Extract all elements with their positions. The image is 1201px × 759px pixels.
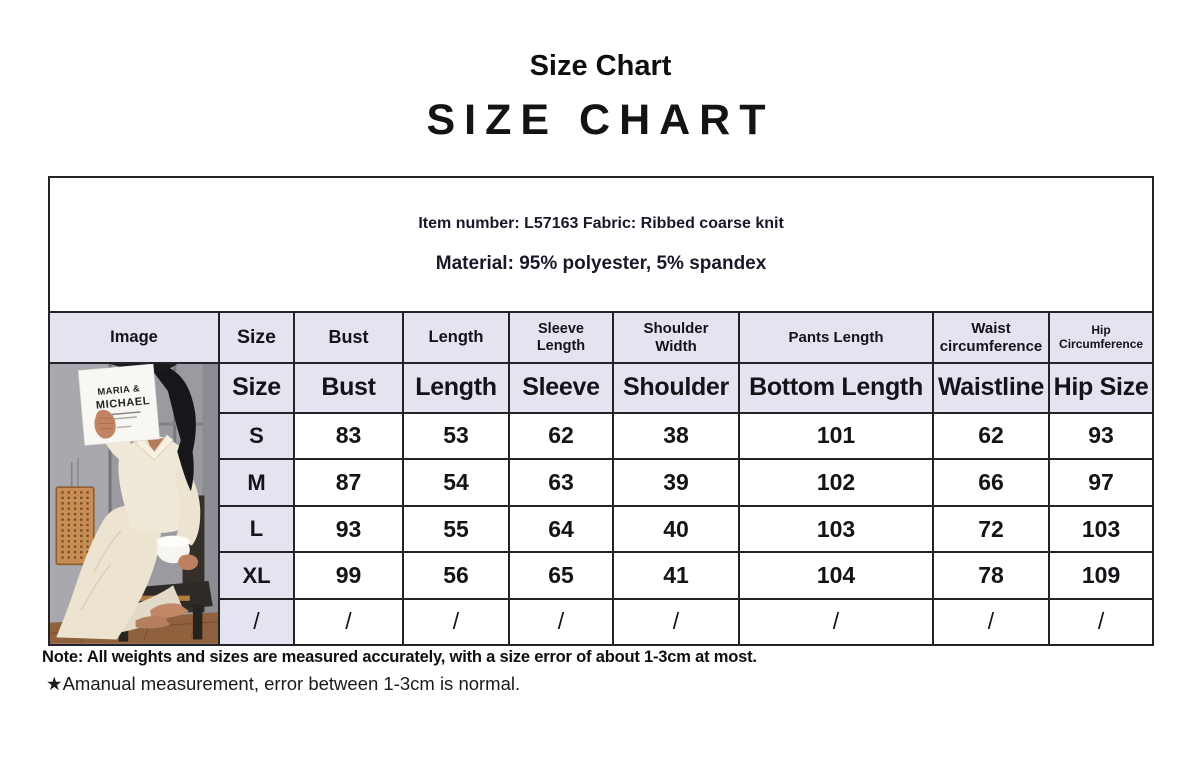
value-cell: 93 (1047, 411, 1155, 461)
header-hip-circumference: Hip Circumference (1047, 311, 1155, 364)
value-cell: 102 (738, 458, 934, 507)
size-chart-table: Item number: L57163 Fabric: Ribbed coars… (47, 176, 1155, 646)
header-bust: Bust (293, 311, 404, 364)
value-cell: 64 (508, 504, 614, 554)
value-cell: 53 (402, 411, 510, 461)
value-cell: 38 (612, 411, 740, 461)
header-row-1: Image Size Bust Length Sleeve Length Sho… (48, 311, 1155, 364)
page-title: Size Chart (529, 50, 672, 82)
subheader-size: Size (218, 362, 295, 414)
figure (56, 364, 201, 640)
hand (94, 409, 116, 439)
table-row-xl: XL 99 56 65 41 104 78 109 (49, 551, 1155, 601)
table-row-s: S 83 53 62 38 101 62 93 (49, 411, 1155, 461)
subheader-length: Length (402, 362, 510, 414)
size-cell: S (218, 411, 295, 461)
value-cell: 109 (1047, 551, 1155, 601)
header-size: Size (218, 311, 295, 364)
size-cell: XL (218, 551, 295, 601)
subheader-waistline: Waistline (932, 362, 1050, 414)
page-title-large: SIZE CHART (426, 96, 775, 144)
value-cell: 63 (508, 458, 614, 507)
feet (135, 603, 189, 629)
value-cell: 41 (612, 551, 740, 601)
table-row-m: M 87 54 63 39 102 66 97 (49, 458, 1155, 507)
model-photo: MARIA & MICHAEL (48, 362, 220, 646)
header-row-2: MARIA & MICHAEL Size Bust Length Sleeve (48, 362, 1155, 646)
value-cell: / (738, 598, 934, 646)
header-pants-length: Pants Length (738, 311, 934, 364)
note-line-1: Note: All weights and sizes are measured… (42, 648, 757, 666)
subheader-bust: Bust (293, 362, 404, 414)
value-cell: 65 (508, 551, 614, 601)
value-cell: 66 (932, 458, 1050, 507)
value-cell: 72 (932, 504, 1050, 554)
value-cell: 99 (293, 551, 404, 601)
value-cell: 39 (612, 458, 740, 507)
value-cell: 93 (293, 504, 404, 554)
value-cell: / (932, 598, 1050, 646)
value-cell: 55 (402, 504, 510, 554)
value-cell: / (612, 598, 740, 646)
value-cell: 103 (738, 504, 934, 554)
value-cell: 104 (738, 551, 934, 601)
value-cell: / (402, 598, 510, 646)
header-sleeve-length: Sleeve Length (508, 311, 614, 364)
item-number-line: Item number: L57163 Fabric: Ribbed coars… (418, 214, 784, 232)
subheader-hip-size: Hip Size (1047, 362, 1155, 414)
value-cell: 103 (1047, 504, 1155, 554)
model-photo-illustration: MARIA & MICHAEL (51, 364, 217, 643)
value-cell: / (293, 598, 404, 646)
header-length: Length (402, 311, 510, 364)
subheader-shoulder: Shoulder (612, 362, 740, 414)
paper-text-line1: MARIA & (97, 382, 140, 397)
table-row-l: L 93 55 64 40 103 72 103 (49, 504, 1155, 554)
value-cell: / (508, 598, 614, 646)
table-row-empty: / / / / / / / / (49, 598, 1155, 646)
value-cell: 97 (1047, 458, 1155, 507)
note-line-2: ★Amanual measurement, error between 1-3c… (46, 673, 521, 694)
value-cell: 62 (932, 411, 1050, 461)
value-cell: 54 (402, 458, 510, 507)
value-cell: 78 (932, 551, 1050, 601)
value-cell: 101 (738, 411, 934, 461)
paper-text-line2: MICHAEL (96, 395, 151, 412)
paper-sign: MARIA & MICHAEL (77, 364, 160, 446)
item-info-cell: Item number: L57163 Fabric: Ribbed coars… (47, 176, 1155, 313)
size-cell: M (218, 458, 295, 507)
header-waist-circumference: Waist circumference (932, 311, 1050, 364)
size-cell: L (218, 504, 295, 554)
header-image: Image (48, 311, 220, 364)
value-cell: 56 (402, 551, 510, 601)
value-cell: / (1047, 598, 1155, 646)
subheader-sleeve: Sleeve (508, 362, 614, 414)
value-cell: 87 (293, 458, 404, 507)
info-row: Item number: L57163 Fabric: Ribbed coars… (47, 176, 1155, 313)
size-cell: / (218, 598, 295, 646)
material-line: Material: 95% polyester, 5% spandex (435, 252, 767, 274)
subheader-bottom-length: Bottom Length (738, 362, 934, 414)
value-cell: 40 (612, 504, 740, 554)
value-cell: 83 (293, 411, 404, 461)
rattan-panel (55, 486, 95, 566)
stick-decor (70, 462, 73, 488)
value-cell: 62 (508, 411, 614, 461)
header-shoulder-width: Shoulder Width (612, 311, 740, 364)
